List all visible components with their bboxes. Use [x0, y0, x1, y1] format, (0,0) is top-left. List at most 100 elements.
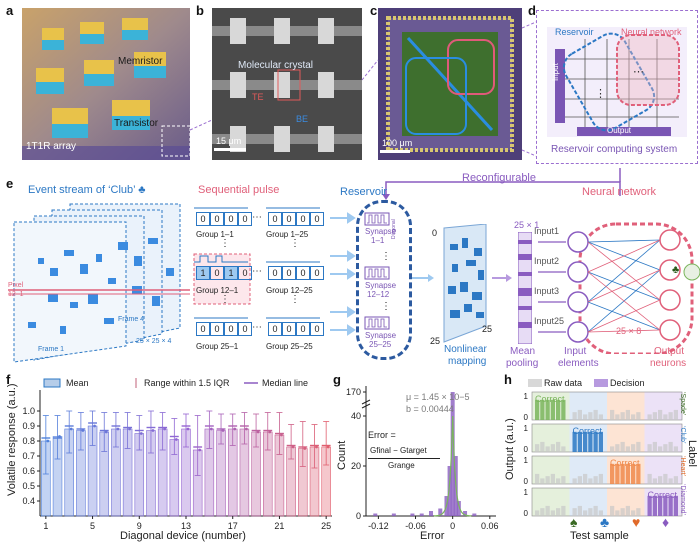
event-frame-back [13, 203, 181, 363]
h-raw-bar [615, 463, 620, 484]
label-mean: Mean [510, 346, 536, 357]
legend-raw-swatch [528, 379, 542, 387]
label-input-3: Input3 [534, 286, 560, 296]
h-raw-bar [636, 463, 641, 484]
heatmap-label-0: 0 [432, 228, 438, 238]
f-dot [245, 427, 248, 431]
f-dot [81, 429, 85, 432]
bit: 0 [210, 322, 224, 336]
h-raw-bar [550, 510, 555, 516]
h-raw-bar [535, 510, 540, 516]
label-input-25: Input25 [534, 316, 565, 326]
bits-mid-right: 0 0 0 0 [268, 266, 324, 280]
h-row-frame [531, 487, 683, 517]
h-raw-bar [535, 473, 540, 484]
bits-top-left: 0 0 0 0 [196, 212, 252, 226]
bit: 0 [224, 322, 238, 336]
label-input-1: Input1 [534, 226, 560, 236]
bit: 0 [282, 322, 296, 336]
heatmap-label-25y: 25 [430, 336, 441, 346]
h-raw-bar [610, 446, 615, 452]
panel-a-render: Memristor Transistor 1T1R array [22, 8, 191, 160]
f-dot [280, 433, 283, 437]
h-raw-bar [588, 431, 593, 452]
h-raw-bar [572, 478, 577, 484]
label-pixel: Pixel [8, 282, 24, 289]
h-raw-bar [540, 508, 545, 516]
legend-decision: Decision [610, 378, 645, 388]
f-xtick-label: 9 [137, 521, 142, 531]
label-syn2b: 12–12 [367, 290, 390, 299]
h-raw-bar [620, 441, 625, 452]
h-raw-bar [668, 478, 673, 484]
arrows-to-reservoir [330, 212, 356, 336]
g-ytick-label: 170 [346, 387, 361, 397]
bit: 0 [296, 322, 310, 336]
panel-c-chip: 100 μm [378, 8, 522, 160]
h-raw-bar [556, 508, 561, 516]
h-raw-bar [658, 409, 663, 420]
panel-d-output-bar [577, 127, 671, 136]
bit: 1 [224, 266, 238, 280]
h-ytick-label: 1 [524, 424, 529, 433]
panel-label-f: f [6, 372, 11, 387]
bit: 0 [238, 322, 252, 336]
h-ytick-label: 1 [524, 488, 529, 497]
heatmap-label-25x: 25 [482, 324, 493, 334]
h-xlabel: Test sample [570, 530, 629, 542]
h-raw-bar [647, 444, 652, 452]
vdots-2: ⋮ [290, 238, 300, 249]
panel-b-scale-bar [214, 148, 246, 151]
h-raw-bar [663, 473, 668, 484]
label-d-input: Input [551, 63, 560, 81]
h-raw-bar [593, 431, 598, 452]
g-bar [391, 513, 396, 516]
panel-label-a: a [6, 3, 14, 18]
bit: 0 [210, 212, 224, 226]
neural-network-diagram [538, 222, 700, 354]
h-ytick-label: 0 [524, 445, 529, 454]
label-group-12-25: Group 12–25 [266, 286, 313, 295]
g-axis-break [361, 403, 371, 409]
f-xtick-label: 17 [228, 521, 238, 531]
label-1t1r-array: 1T1R array [26, 141, 77, 152]
heatmap-image [443, 223, 487, 343]
arrow-to-pooling [492, 274, 512, 282]
event-frames [8, 203, 190, 363]
panel-b-sem: Molecular crystal TE BE 15 μm [212, 8, 362, 160]
f-dot [186, 427, 190, 431]
h-raw-bar [615, 414, 620, 420]
h-raw-bar [598, 431, 603, 452]
h-raw-bar [652, 441, 657, 452]
g-bar [463, 511, 468, 516]
h-label-club: ‘Club’ [679, 426, 686, 444]
h-raw-bar [583, 473, 588, 484]
f-dot [291, 445, 295, 449]
ellipsis-mid: ⋯ [252, 266, 262, 277]
f-xtick-label: 5 [90, 521, 95, 531]
legend-decision-swatch [594, 379, 608, 387]
event-pixels [28, 238, 174, 334]
f-dot [233, 427, 237, 431]
reconfig-bracket [382, 168, 621, 200]
h-raw-bar [535, 399, 540, 420]
h-raw-bar [610, 463, 615, 484]
h-suit-heart: ♥ [632, 514, 641, 530]
label-syn3a: Synapse [365, 331, 397, 340]
h-raw-bar [658, 446, 663, 452]
label-syn3b: 25–25 [369, 340, 392, 349]
h-suit-club: ♣ [600, 514, 610, 530]
h-raw-bar [545, 446, 550, 452]
panel-label-e: e [6, 176, 14, 191]
label-scale-100um: 100 μm [382, 138, 413, 148]
label-frame-4: Frame 4 [118, 316, 145, 323]
panel-label-h: h [504, 372, 512, 387]
panel-label-g: g [333, 372, 341, 387]
h-raw-bar [577, 505, 582, 516]
h-raw-bar [647, 495, 652, 516]
f-ytick-label: 0.9 [22, 421, 35, 431]
chart-h: 0 1 Correct 0 1 Correct 0 1 Correct 0 1 Correct [524, 379, 683, 518]
h-ylabel: Output (a.u.) [504, 418, 516, 480]
top-connectors [189, 21, 537, 157]
bit: 0 [238, 266, 252, 280]
